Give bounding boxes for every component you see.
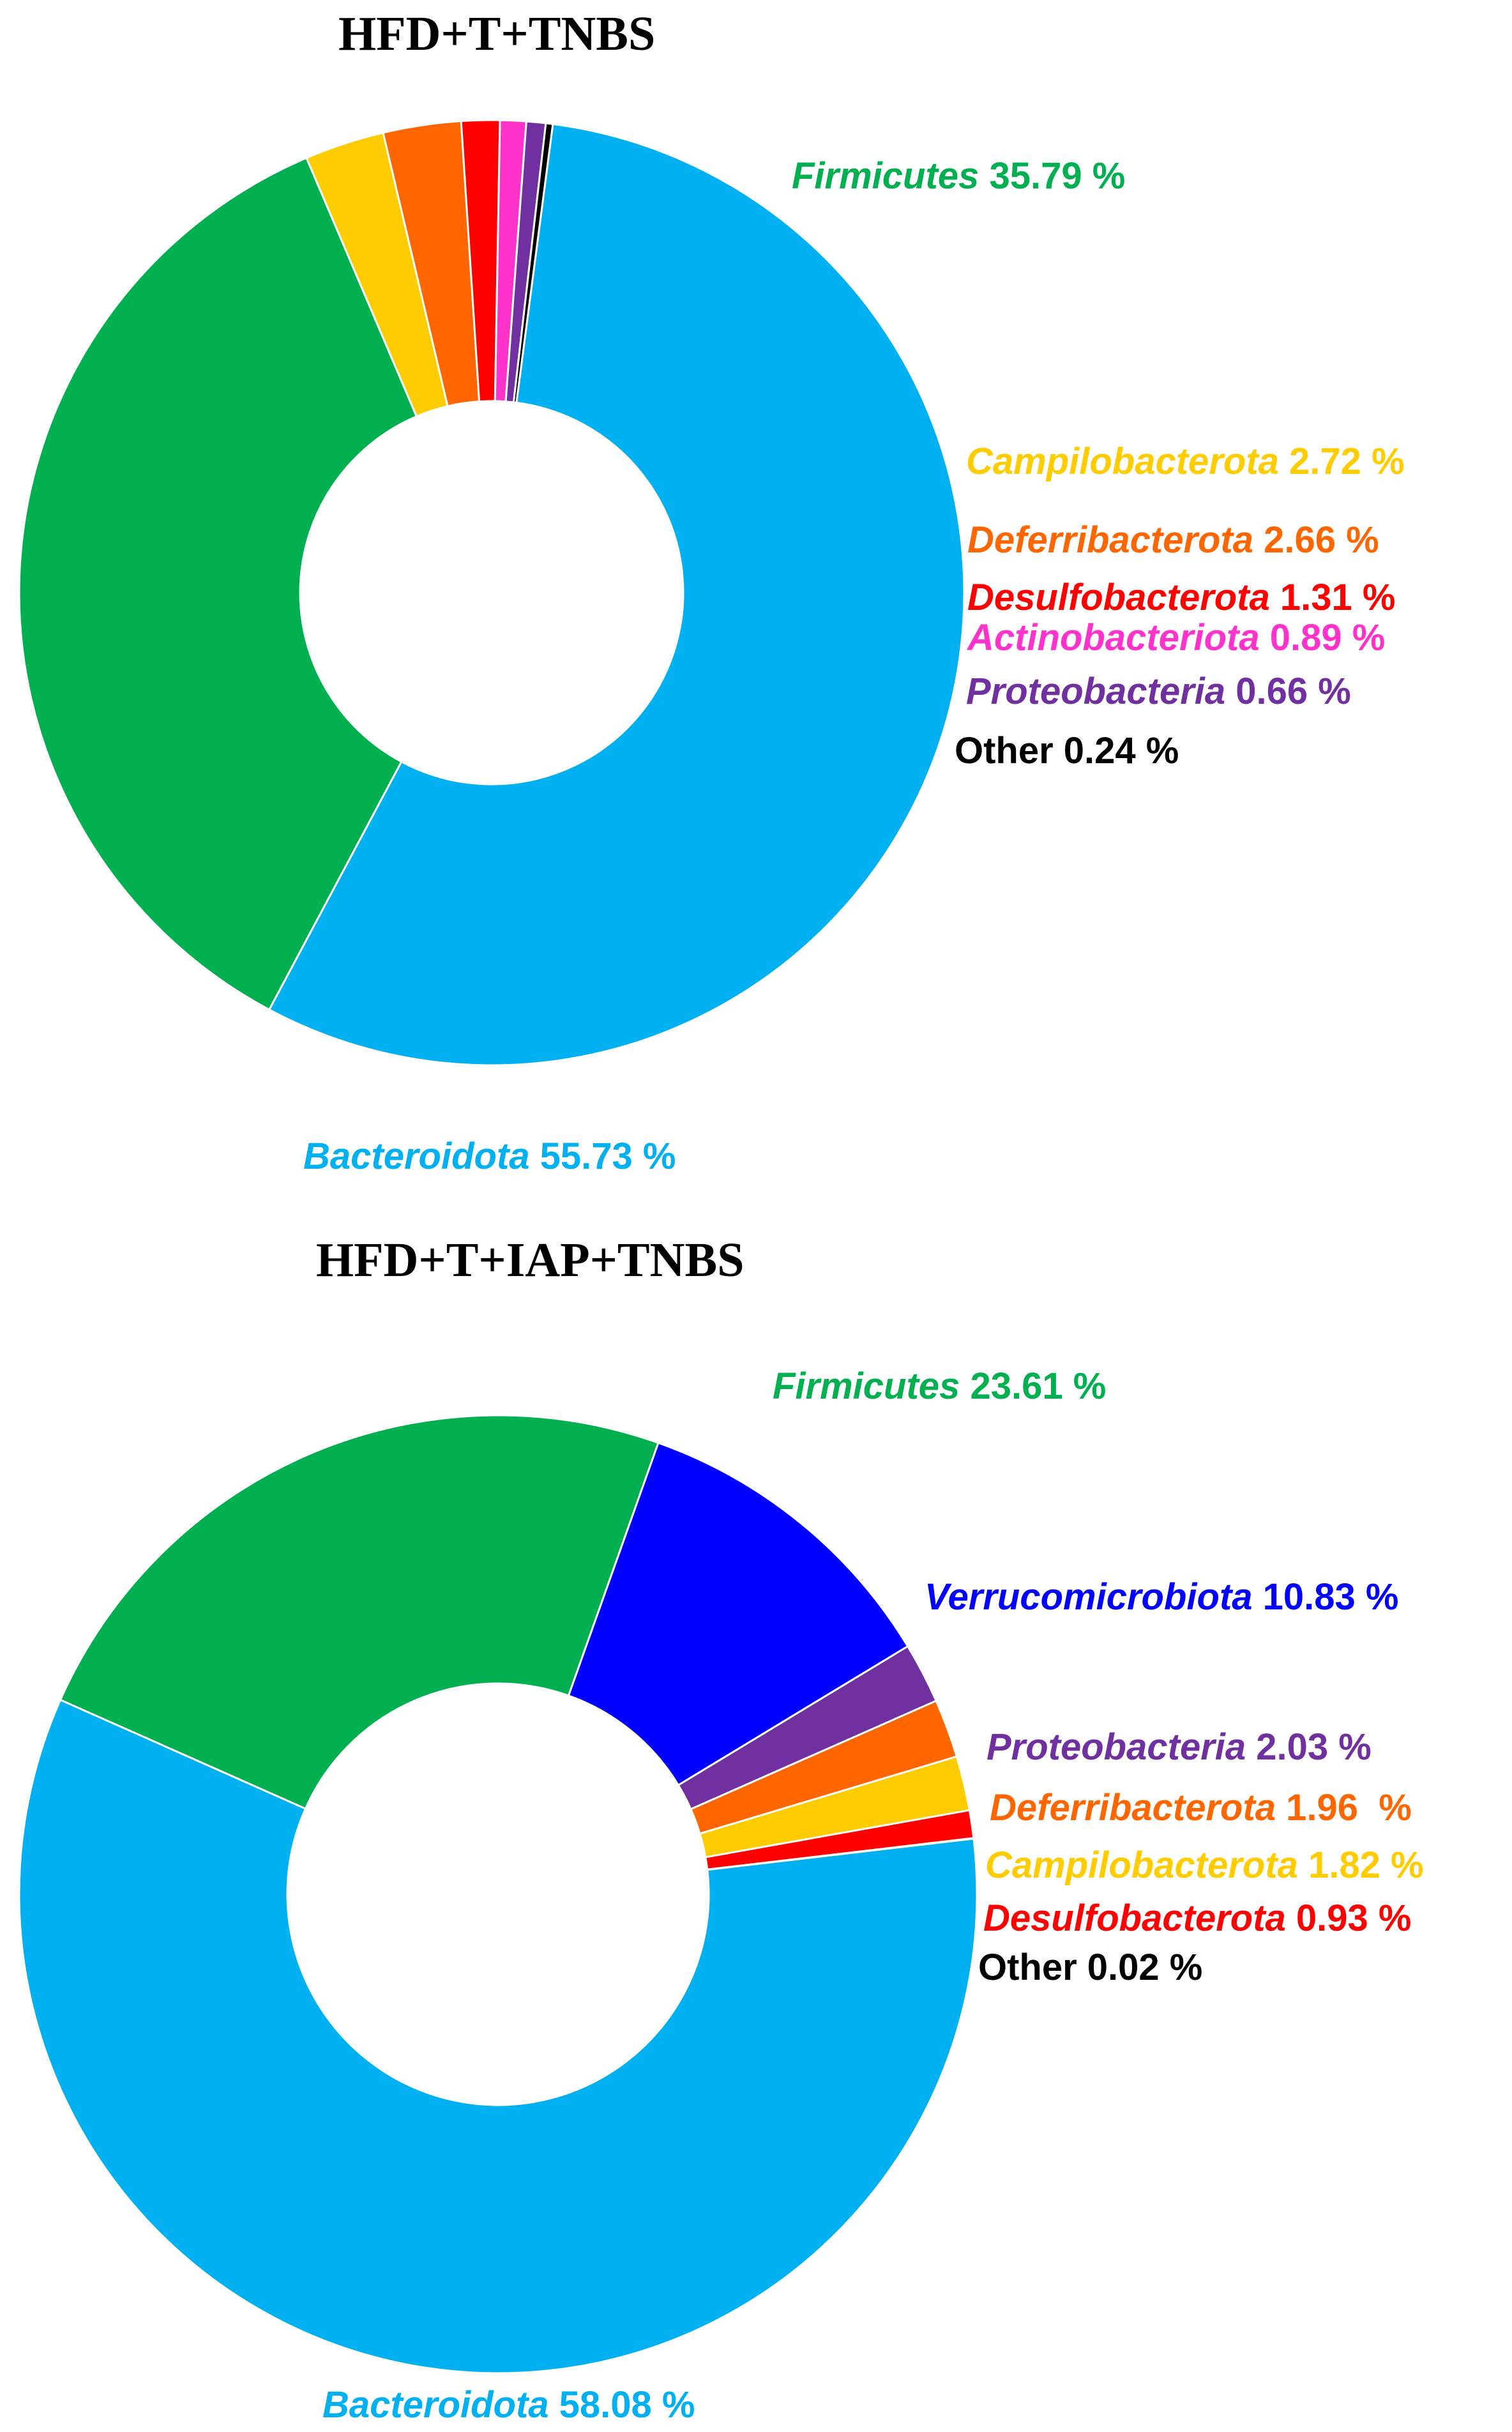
slice-label-name: Firmicutes xyxy=(773,1365,960,1407)
slice-label-name: Other xyxy=(955,730,1054,771)
slice-label-name: Deferribacterota xyxy=(990,1787,1276,1828)
slice-label-value: 2.66 % xyxy=(1253,519,1379,561)
slice-label-value: 2.72 % xyxy=(1279,441,1405,482)
slice-label-name: Proteobacteria xyxy=(987,1726,1246,1768)
slice-label-value: 0.93 % xyxy=(1286,1897,1412,1939)
slice-label-name: Other xyxy=(978,1947,1077,1988)
slice-label-other: Other 0.24 % xyxy=(955,730,1179,771)
slice-label-name: Desulfobacterota xyxy=(967,577,1270,618)
slice-firmicutes xyxy=(18,156,418,1011)
slice-label-value: 1.96 % xyxy=(1276,1787,1412,1828)
slice-label-name: Bacteroidota xyxy=(322,2384,549,2426)
slice-label-name: Campilobacterota xyxy=(985,1844,1298,1886)
slice-label-firmicutes: Firmicutes 35.79 % xyxy=(792,155,1125,197)
slice-label-proteobacteria: Proteobacteria 0.66 % xyxy=(966,671,1351,712)
donut-plot-area: Firmicutes 23.61 % Verrucomicrobiota 10.8… xyxy=(18,1365,1424,2426)
slice-label-proteobacteria: Proteobacteria 2.03 % xyxy=(987,1726,1372,1768)
donut-chart-hfd-t-tnbs: Firmicutes 35.79 % Campilobacterota 2.72 … xyxy=(0,0,1512,1213)
chart-title: HFD+T+IAP+TNBS xyxy=(316,1233,745,1287)
donut-hole xyxy=(301,402,683,784)
slice-label-bacteroidota: Bacteroidota 58.08 % xyxy=(322,2384,695,2426)
slice-label-deferribacterota: Deferribacterota 2.66 % xyxy=(967,519,1379,561)
slice-label-name: Deferribacterota xyxy=(967,519,1253,561)
slice-label-name: Verrucomicrobiota xyxy=(925,1576,1253,1618)
slice-label-value: 35.79 % xyxy=(979,155,1125,197)
slice-bacteroidota xyxy=(268,123,965,1067)
slice-label-deferribacterota: Deferribacterota 1.96 % xyxy=(990,1787,1412,1828)
slice-label-value: 0.89 % xyxy=(1260,617,1386,658)
slice-label-name: Desulfobacterota xyxy=(983,1897,1286,1939)
slice-label-name: Proteobacteria xyxy=(966,671,1225,712)
slice-label-name: Campilobacterota xyxy=(966,441,1279,482)
slice-bacteroidota xyxy=(18,1699,978,2375)
slice-label-campilobacterota: Campilobacterota 2.72 % xyxy=(966,441,1405,482)
slice-label-desulfobacterota: Desulfobacterota 1.31 % xyxy=(967,577,1395,618)
slice-label-value: 0.24 % xyxy=(1054,730,1179,771)
slice-label-name: Actinobacteriota xyxy=(966,617,1260,658)
chart-title: HFD+T+TNBS xyxy=(338,7,656,61)
donut-chart-hfd-t-iap-tnbs: Firmicutes 23.61 % Verrucomicrobiota 10.8… xyxy=(0,1213,1512,2432)
slice-label-firmicutes: Firmicutes 23.61 % xyxy=(773,1365,1106,1407)
slice-verrucomicrobiota xyxy=(567,1441,909,1786)
slice-label-value: 58.08 % xyxy=(549,2384,695,2426)
slice-label-value: 10.83 % xyxy=(1253,1576,1399,1618)
slice-firmicutes xyxy=(59,1414,660,1810)
slice-label-bacteroidota: Bacteroidota 55.73 % xyxy=(303,1136,676,1177)
slice-label-value: 1.31 % xyxy=(1270,577,1396,618)
slice-label-value: 1.82 % xyxy=(1298,1844,1424,1886)
slice-label-campilobacterota: Campilobacterota 1.82 % xyxy=(985,1844,1424,1886)
slice-label-desulfobacterota: Desulfobacterota 0.93 % xyxy=(983,1897,1411,1939)
slice-label-value: 0.66 % xyxy=(1225,671,1351,712)
slice-label-value: 2.03 % xyxy=(1246,1726,1372,1768)
slice-label-actinobacteriota: Actinobacteriota 0.89 % xyxy=(966,617,1385,658)
slice-label-value: 55.73 % xyxy=(530,1136,676,1177)
slice-label-name: Firmicutes xyxy=(792,155,979,197)
slice-label-other: Other 0.02 % xyxy=(978,1947,1202,1988)
slice-label-verrucomicrobiota: Verrucomicrobiota 10.83 % xyxy=(925,1576,1399,1618)
slice-label-name: Bacteroidota xyxy=(303,1136,530,1177)
donut-hole xyxy=(288,1684,708,2104)
donut-plot-area: Firmicutes 35.79 % Campilobacterota 2.72 … xyxy=(18,119,1405,1177)
slice-label-value: 23.61 % xyxy=(960,1365,1106,1407)
slice-label-value: 0.02 % xyxy=(1077,1947,1203,1988)
